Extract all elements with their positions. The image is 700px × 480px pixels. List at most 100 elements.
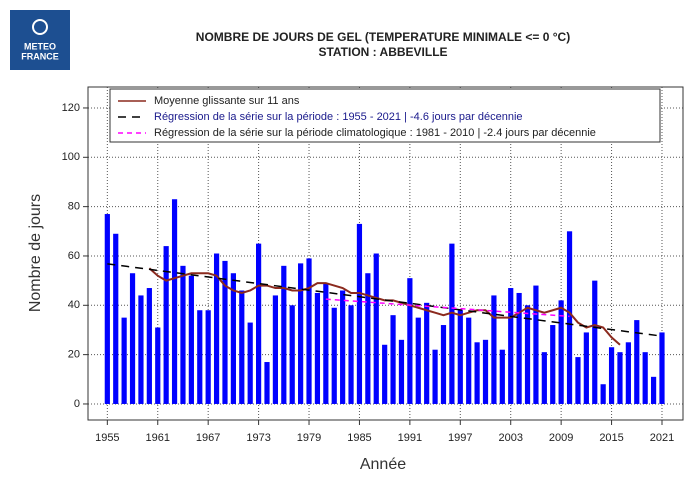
bar <box>188 275 194 404</box>
x-tick-label: 1979 <box>297 432 321 444</box>
x-tick-label: 2009 <box>549 432 573 444</box>
bar <box>508 288 514 404</box>
bar <box>457 310 463 404</box>
bar <box>491 295 497 404</box>
bar <box>449 243 455 404</box>
bar <box>600 384 606 404</box>
logo-text: METEO <box>24 41 56 51</box>
x-tick-label: 2015 <box>599 432 623 444</box>
chart-title: NOMBRE DE JOURS DE GEL (TEMPERATURE MINI… <box>196 30 570 44</box>
x-tick-label: 1973 <box>246 432 270 444</box>
legend-label: Régression de la série sur la période : … <box>154 111 523 123</box>
bar <box>171 199 178 404</box>
bar <box>390 315 396 404</box>
bar <box>113 233 119 404</box>
bar <box>205 310 211 404</box>
bar <box>440 325 447 404</box>
bar <box>592 280 598 404</box>
bar <box>264 362 270 404</box>
bar <box>222 260 228 404</box>
bar <box>415 317 421 404</box>
bar <box>583 332 589 404</box>
bar <box>499 349 505 404</box>
bar <box>163 246 169 404</box>
bar <box>474 342 480 404</box>
bar <box>382 344 388 404</box>
bar <box>213 253 220 404</box>
bar <box>129 273 136 404</box>
bar <box>356 223 363 404</box>
bar <box>247 322 253 404</box>
bar <box>482 339 489 404</box>
chart-subtitle: STATION : ABBEVILLE <box>318 45 447 59</box>
y-tick-label: 100 <box>62 151 80 163</box>
y-tick-label: 80 <box>68 201 80 213</box>
bar <box>298 263 304 404</box>
bar <box>650 376 657 404</box>
bar <box>180 265 186 404</box>
bar <box>281 265 287 404</box>
bar <box>424 302 430 404</box>
bar <box>533 285 539 404</box>
bar <box>516 292 522 404</box>
legend-label: Régression de la série sur la période cl… <box>154 127 596 139</box>
bar <box>566 231 573 404</box>
bar <box>306 258 312 404</box>
bar <box>524 305 531 404</box>
y-tick-label: 60 <box>68 250 80 262</box>
bar <box>625 342 631 404</box>
bar <box>617 352 623 404</box>
bar <box>155 327 161 404</box>
bar <box>608 347 615 404</box>
bar <box>256 243 262 404</box>
bar <box>407 278 413 404</box>
x-axis-label: Année <box>360 456 406 473</box>
y-tick-label: 120 <box>62 102 80 114</box>
x-tick-label: 2021 <box>650 432 674 444</box>
bar <box>289 305 295 404</box>
y-tick-label: 20 <box>68 349 80 361</box>
bar <box>373 253 379 404</box>
logo-icon <box>32 19 48 35</box>
y-tick-label: 40 <box>68 299 80 311</box>
bar <box>558 300 564 404</box>
bar <box>197 310 203 404</box>
x-tick-label: 1967 <box>196 432 220 444</box>
bar <box>634 320 640 404</box>
bar <box>314 292 321 404</box>
bar <box>432 349 438 404</box>
line-series <box>148 267 621 346</box>
bar <box>121 317 127 404</box>
line-series <box>325 298 570 318</box>
bar <box>323 283 329 404</box>
x-tick-label: 1991 <box>398 432 422 444</box>
bar <box>104 214 110 404</box>
x-tick-label: 1985 <box>347 432 371 444</box>
bar <box>146 288 152 404</box>
bar <box>466 317 472 404</box>
x-tick-label: 1955 <box>95 432 119 444</box>
x-tick-label: 2003 <box>498 432 522 444</box>
bar <box>541 352 547 404</box>
x-tick-label: 1997 <box>448 432 472 444</box>
bar <box>272 295 279 404</box>
bar <box>239 290 245 404</box>
bar <box>331 307 337 404</box>
y-axis-label: Nombre de jours <box>27 194 44 312</box>
plot-frame <box>87 86 684 421</box>
bar <box>230 273 236 404</box>
bar <box>340 290 346 404</box>
line-series <box>107 263 663 337</box>
bar <box>642 352 648 404</box>
legend-label: Moyenne glissante sur 11 ans <box>154 95 300 107</box>
legend <box>109 88 661 143</box>
bar <box>398 339 405 404</box>
y-tick-label: 0 <box>74 398 80 410</box>
bar <box>348 305 354 404</box>
bar <box>659 332 665 404</box>
logo-text: FRANCE <box>21 51 59 61</box>
bar <box>365 273 371 404</box>
x-tick-label: 1961 <box>146 432 170 444</box>
bar <box>138 295 144 404</box>
bar <box>575 357 581 404</box>
